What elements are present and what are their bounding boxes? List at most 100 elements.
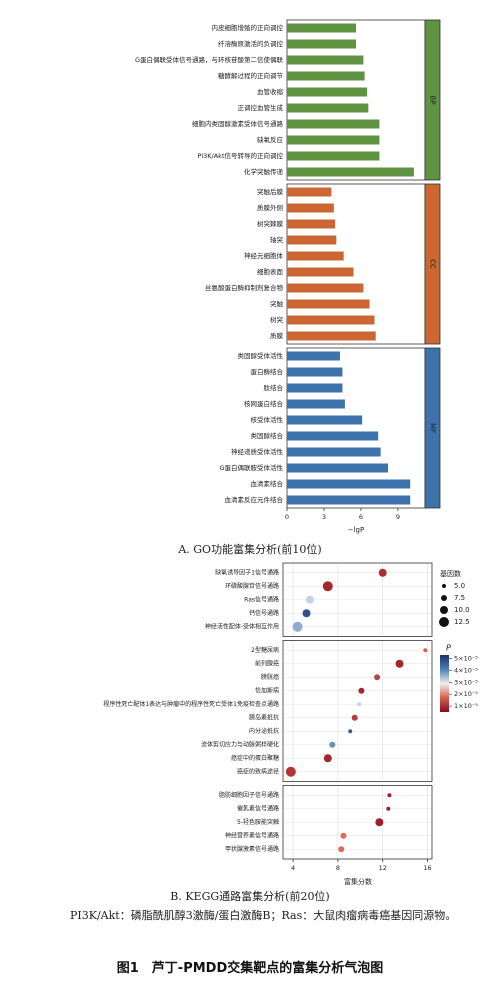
bar [287, 283, 364, 293]
bar [287, 383, 343, 393]
bar [287, 167, 414, 177]
bar [287, 55, 364, 65]
x-axis-title: 富集分数 [344, 877, 372, 886]
size-legend-label: 5.0 [454, 582, 465, 590]
bubble [302, 609, 311, 618]
bar [287, 235, 337, 245]
y-tick-label: 神经营养素信号通路 [225, 831, 279, 839]
caption: B. KEGG通路富集分析(前20位) [170, 890, 330, 903]
y-tick-label: 质膜外侧 [257, 203, 283, 212]
colorbar-label: 4×10⁻⁵ [454, 666, 478, 674]
y-tick-label: 细胞内类固醇激素受体信号通路 [192, 119, 284, 128]
y-tick-label: 纤溶酶原激活的负调控 [218, 39, 284, 48]
y-tick-label: 树突棘膜 [257, 219, 284, 228]
y-tick-label: 膀胱癌 [261, 673, 279, 681]
bubble [351, 714, 358, 721]
bar [287, 119, 380, 129]
colorbar-label: 3×10⁻⁵ [454, 678, 478, 686]
bar [287, 203, 334, 213]
panel-frame [282, 562, 433, 637]
y-tick-label: 血清素结合 [251, 479, 284, 488]
y-tick-label: 甲状腺激素信号通路 [225, 845, 279, 853]
y-tick-label: 类固醇结合 [251, 431, 284, 440]
bubble [305, 595, 314, 604]
size-legend-label: 12.5 [454, 618, 470, 626]
y-tick-label: 内分泌抵抗 [249, 727, 279, 735]
x-tick-label: 12 [379, 864, 387, 872]
colorbar-label: 5×10⁻⁵ [454, 655, 478, 663]
bar [287, 151, 380, 161]
bubble [357, 702, 362, 707]
y-tick-label: 流体剪切应力与动脉粥样硬化 [201, 740, 279, 748]
y-tick-label: 缺氧诱导因子1信号通路 [215, 568, 279, 576]
y-tick-label: 内皮细胞增殖的正向调控 [212, 23, 284, 32]
y-tick-label: G蛋白偶联胺受体活性 [219, 463, 283, 472]
size-legend-key [441, 595, 447, 601]
bar [287, 479, 411, 489]
y-tick-label: 神经递质受体活性 [231, 447, 284, 456]
x-tick-label: 6 [359, 513, 363, 521]
y-tick-label: 催乳素信号通路 [237, 804, 279, 812]
bar [287, 315, 375, 325]
bar [287, 399, 345, 409]
note: PI3K/Akt：磷脂酰肌醇3激酶/蛋白激酶B；Ras：大鼠肉瘤病毒癌基因同源物… [70, 909, 457, 922]
panel-frame [282, 785, 433, 860]
y-tick-label: 丝氨酸蛋白酶抑制剂复合物 [205, 283, 284, 292]
y-tick-label: 神经活性配体-受体相互作用 [205, 622, 279, 630]
bar [287, 23, 356, 33]
y-tick-label: 癌症中的蛋白聚糖 [231, 754, 279, 762]
size-legend-key [439, 617, 449, 627]
bubble [348, 729, 353, 734]
y-tick-label: 血清素反应元件结合 [225, 495, 284, 504]
colorbar-label: 2×10⁻⁵ [454, 690, 478, 698]
x-tick-label: 16 [423, 864, 431, 872]
bubble [375, 818, 384, 827]
bar [287, 251, 344, 261]
y-tick-label: 突触 [270, 299, 284, 308]
y-tick-label: PI3K/Akt信号转导的正向调控 [197, 151, 283, 160]
bubble [338, 846, 345, 853]
y-tick-label: 质膜 [270, 331, 284, 340]
facet-label: BP [429, 95, 437, 104]
y-tick-label: 程序性死亡配体1表达与肿瘤中的程序性死亡受体1免疫检查点通路 [103, 700, 279, 708]
figure-title: 图1 芦丁-PMDD交集靶点的富集分析气泡图 [116, 961, 384, 976]
bubble [292, 621, 303, 632]
size-legend-label: 10.0 [454, 606, 470, 614]
y-tick-label: 化学突触传递 [244, 167, 284, 176]
y-tick-label: 钙信号通路 [249, 609, 279, 617]
y-tick-label: 环磷酸腺苷信号通路 [225, 582, 279, 590]
bar [287, 463, 389, 473]
bubble [329, 741, 336, 748]
y-tick-label: 类固醇受体活性 [238, 351, 284, 360]
bar [287, 135, 380, 145]
y-tick-label: 癌症的致病途径 [237, 767, 279, 775]
x-tick-label: 3 [322, 513, 326, 521]
bubble [322, 581, 333, 592]
bar [287, 447, 381, 457]
y-tick-label: 前列腺癌 [255, 659, 279, 667]
x-tick-label: 8 [336, 864, 340, 872]
x-tick-label: 9 [396, 513, 400, 521]
y-tick-label: 突触后膜 [257, 187, 284, 196]
bar [287, 299, 370, 309]
colorbar [440, 655, 449, 712]
y-tick-label: 2型糖尿病 [251, 646, 279, 654]
y-tick-label: 核受体活性 [251, 415, 284, 424]
x-tick-label: 4 [291, 864, 295, 872]
y-tick-label: 血管收缩 [257, 87, 284, 96]
x-tick-label: 0 [285, 513, 289, 521]
bubble [285, 766, 296, 777]
facet-label: CC [429, 259, 437, 269]
y-tick-label: 轴突 [270, 235, 284, 244]
bubble [387, 793, 392, 798]
size-legend-key [442, 584, 446, 588]
color-legend-title: P [446, 644, 451, 653]
y-tick-label: 细胞表面 [257, 267, 284, 276]
bar [287, 415, 363, 425]
bubble [323, 754, 332, 763]
bar [287, 87, 368, 97]
bar [287, 71, 365, 81]
y-tick-label: 神经元细胞体 [244, 251, 284, 260]
